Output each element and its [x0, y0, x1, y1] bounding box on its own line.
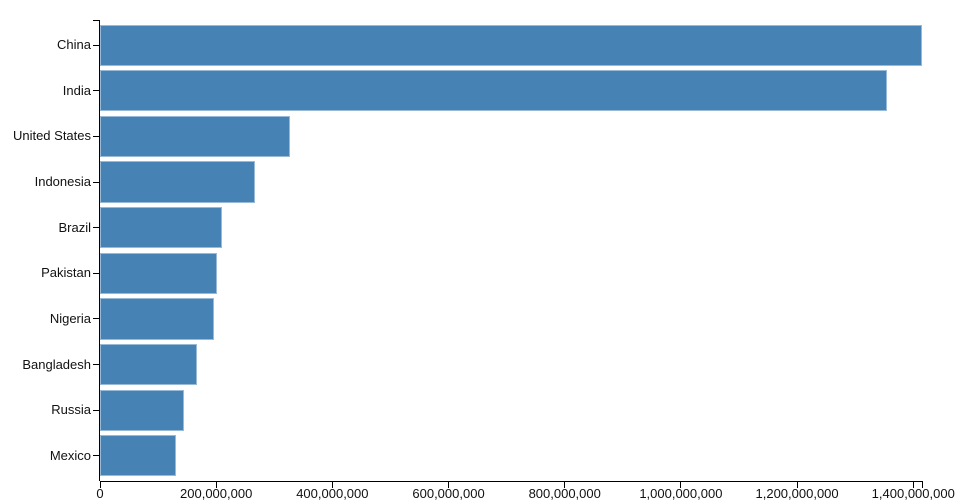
x-tick-mark [99, 481, 101, 488]
x-tick-mark [215, 481, 217, 488]
y-axis-outer-tick [93, 20, 100, 21]
x-tick-mark [564, 481, 566, 488]
x-tick-label: 200,000,000 [180, 486, 253, 500]
y-tick-mark [93, 455, 100, 457]
y-tick-label-bangladesh: Bangladesh [22, 356, 91, 372]
y-tick-label-nigeria: Nigeria [49, 310, 91, 326]
bar-brazil [100, 207, 223, 249]
x-tick-mark [680, 481, 682, 488]
x-tick-mark [331, 481, 333, 488]
x-tick-label: 1,200,000,000 [755, 486, 839, 500]
bar-india [100, 70, 887, 112]
bar-united-states [100, 115, 290, 157]
y-axis-domain-line [99, 20, 100, 481]
y-tick-mark [93, 318, 100, 320]
bar-russia [100, 389, 184, 431]
x-axis-outer-tick [922, 481, 923, 488]
y-tick-mark [93, 135, 100, 137]
y-tick-label-india: India [62, 82, 91, 98]
x-tick-label: 1,400,000,000 [871, 486, 955, 500]
y-tick-label-brazil: Brazil [58, 219, 91, 235]
y-tick-label-pakistan: Pakistan [41, 265, 91, 281]
bar-pakistan [100, 252, 217, 294]
y-tick-mark [93, 90, 100, 92]
y-tick-label-mexico: Mexico [49, 447, 91, 463]
bar-mexico [100, 435, 176, 477]
x-tick-label: 1,000,000,000 [639, 486, 723, 500]
y-tick-label-china: China [57, 37, 91, 53]
y-tick-mark [93, 364, 100, 366]
y-tick-mark [93, 44, 100, 46]
y-tick-mark [93, 227, 100, 229]
bar-bangladesh [100, 344, 197, 386]
x-tick-label: 600,000,000 [412, 486, 485, 500]
x-axis-domain-line [100, 481, 923, 482]
x-tick-label: 0 [96, 486, 104, 500]
bar-china [100, 24, 922, 66]
x-tick-mark [448, 481, 450, 488]
y-tick-label-russia: Russia [51, 402, 91, 418]
y-tick-mark [93, 272, 100, 274]
bar-indonesia [100, 161, 255, 203]
y-tick-label-indonesia: Indonesia [34, 174, 91, 190]
y-tick-mark [93, 181, 100, 183]
y-tick-mark [93, 409, 100, 411]
x-tick-mark [912, 481, 914, 488]
x-tick-label: 800,000,000 [528, 486, 601, 500]
bar-nigeria [100, 298, 214, 340]
x-tick-mark [796, 481, 798, 488]
x-tick-label: 400,000,000 [296, 486, 369, 500]
y-tick-label-united-states: United States [12, 128, 91, 144]
